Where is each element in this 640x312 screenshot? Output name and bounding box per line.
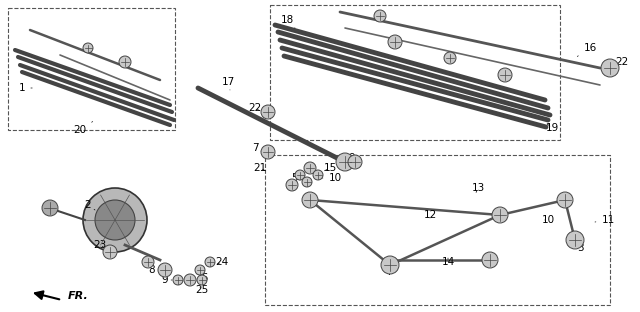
- Circle shape: [492, 207, 508, 223]
- Circle shape: [103, 245, 117, 259]
- Text: 9: 9: [162, 275, 172, 285]
- Circle shape: [197, 275, 207, 285]
- Circle shape: [557, 192, 573, 208]
- Circle shape: [42, 200, 58, 216]
- Circle shape: [184, 274, 196, 286]
- Text: 12: 12: [424, 210, 436, 220]
- Text: 14: 14: [442, 257, 454, 267]
- Text: 22: 22: [612, 57, 628, 68]
- Text: 7: 7: [252, 143, 262, 153]
- Circle shape: [119, 56, 131, 68]
- Bar: [270, 5, 560, 140]
- Text: 4: 4: [385, 267, 391, 277]
- Text: 1: 1: [19, 83, 32, 93]
- Text: FR.: FR.: [68, 291, 89, 301]
- Text: 26: 26: [195, 273, 209, 283]
- Circle shape: [83, 188, 147, 252]
- Text: 6: 6: [289, 183, 295, 193]
- Circle shape: [173, 275, 183, 285]
- Circle shape: [195, 265, 205, 275]
- Circle shape: [286, 179, 298, 191]
- Circle shape: [482, 252, 498, 268]
- Circle shape: [205, 257, 215, 267]
- Circle shape: [601, 59, 619, 77]
- Text: 16: 16: [577, 43, 596, 56]
- Text: 10: 10: [541, 215, 555, 225]
- Circle shape: [261, 105, 275, 119]
- Circle shape: [348, 155, 362, 169]
- Text: 23: 23: [93, 240, 107, 250]
- Circle shape: [388, 35, 402, 49]
- Circle shape: [295, 170, 305, 180]
- Circle shape: [95, 200, 135, 240]
- Circle shape: [83, 43, 93, 53]
- Text: 10: 10: [322, 173, 342, 183]
- Circle shape: [302, 192, 318, 208]
- Circle shape: [142, 256, 154, 268]
- Circle shape: [381, 256, 399, 274]
- Circle shape: [158, 263, 172, 277]
- Text: 19: 19: [545, 123, 559, 133]
- Text: 15: 15: [323, 163, 337, 173]
- Circle shape: [261, 145, 275, 159]
- Text: 18: 18: [280, 15, 295, 28]
- Text: 24: 24: [216, 257, 228, 267]
- Text: 2: 2: [84, 200, 95, 210]
- Bar: [8, 8, 175, 130]
- Text: 21: 21: [253, 163, 267, 173]
- Circle shape: [304, 162, 316, 174]
- Text: 20: 20: [74, 122, 93, 135]
- Bar: [265, 155, 610, 305]
- Text: 25: 25: [195, 285, 209, 295]
- Circle shape: [302, 177, 312, 187]
- Text: 17: 17: [221, 77, 235, 90]
- Circle shape: [313, 170, 323, 180]
- Text: 9: 9: [349, 153, 355, 163]
- Text: 22: 22: [248, 103, 262, 113]
- Circle shape: [498, 68, 512, 82]
- Circle shape: [444, 52, 456, 64]
- Circle shape: [336, 153, 354, 171]
- Text: 5: 5: [292, 173, 300, 183]
- Text: 13: 13: [472, 183, 484, 193]
- Text: 3: 3: [572, 242, 583, 253]
- Text: 8: 8: [148, 265, 160, 275]
- Circle shape: [374, 10, 386, 22]
- Text: 11: 11: [595, 215, 614, 225]
- Circle shape: [566, 231, 584, 249]
